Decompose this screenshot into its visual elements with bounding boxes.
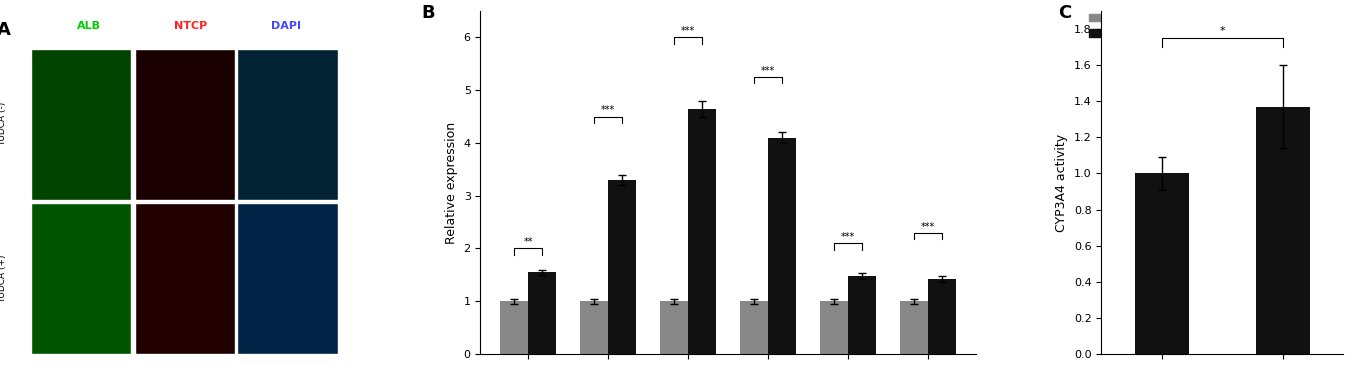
Bar — [820, 301, 848, 354]
Text: **: ** — [524, 237, 533, 247]
FancyBboxPatch shape — [237, 203, 338, 354]
Text: ***: *** — [761, 66, 775, 76]
FancyBboxPatch shape — [31, 203, 132, 354]
Text: ***: *** — [601, 105, 615, 115]
Text: ***: *** — [841, 232, 855, 242]
Text: NTCP: NTCP — [174, 21, 208, 31]
Text: ***: *** — [681, 26, 695, 36]
Text: ***: *** — [920, 222, 935, 231]
Bar — [740, 301, 768, 354]
Bar — [528, 272, 556, 354]
Bar — [768, 138, 797, 354]
Bar — [660, 301, 688, 354]
FancyBboxPatch shape — [134, 203, 235, 354]
Text: A: A — [0, 21, 11, 39]
FancyBboxPatch shape — [237, 49, 338, 200]
Bar — [1255, 107, 1310, 354]
Bar — [608, 180, 636, 354]
Text: *: * — [1220, 26, 1225, 36]
Text: ALB: ALB — [76, 21, 100, 31]
Text: B: B — [421, 4, 434, 22]
FancyBboxPatch shape — [31, 49, 132, 200]
Text: DAPI: DAPI — [271, 21, 301, 31]
Bar — [900, 301, 928, 354]
Bar — [501, 301, 528, 354]
Y-axis label: CYP3A4 activity: CYP3A4 activity — [1056, 134, 1068, 231]
Bar — [688, 109, 716, 354]
Legend: TUDCA (-), TUDCA (+): TUDCA (-), TUDCA (+) — [1084, 9, 1178, 43]
Text: TUDCA (-): TUDCA (-) — [0, 102, 7, 146]
Bar — [928, 279, 955, 354]
Y-axis label: Relative expression: Relative expression — [445, 122, 459, 243]
FancyBboxPatch shape — [134, 49, 235, 200]
Text: TUDCA (+): TUDCA (+) — [0, 254, 7, 303]
Text: C: C — [1058, 4, 1071, 22]
Bar — [1134, 173, 1189, 354]
Bar — [848, 276, 875, 354]
Bar — [581, 301, 608, 354]
